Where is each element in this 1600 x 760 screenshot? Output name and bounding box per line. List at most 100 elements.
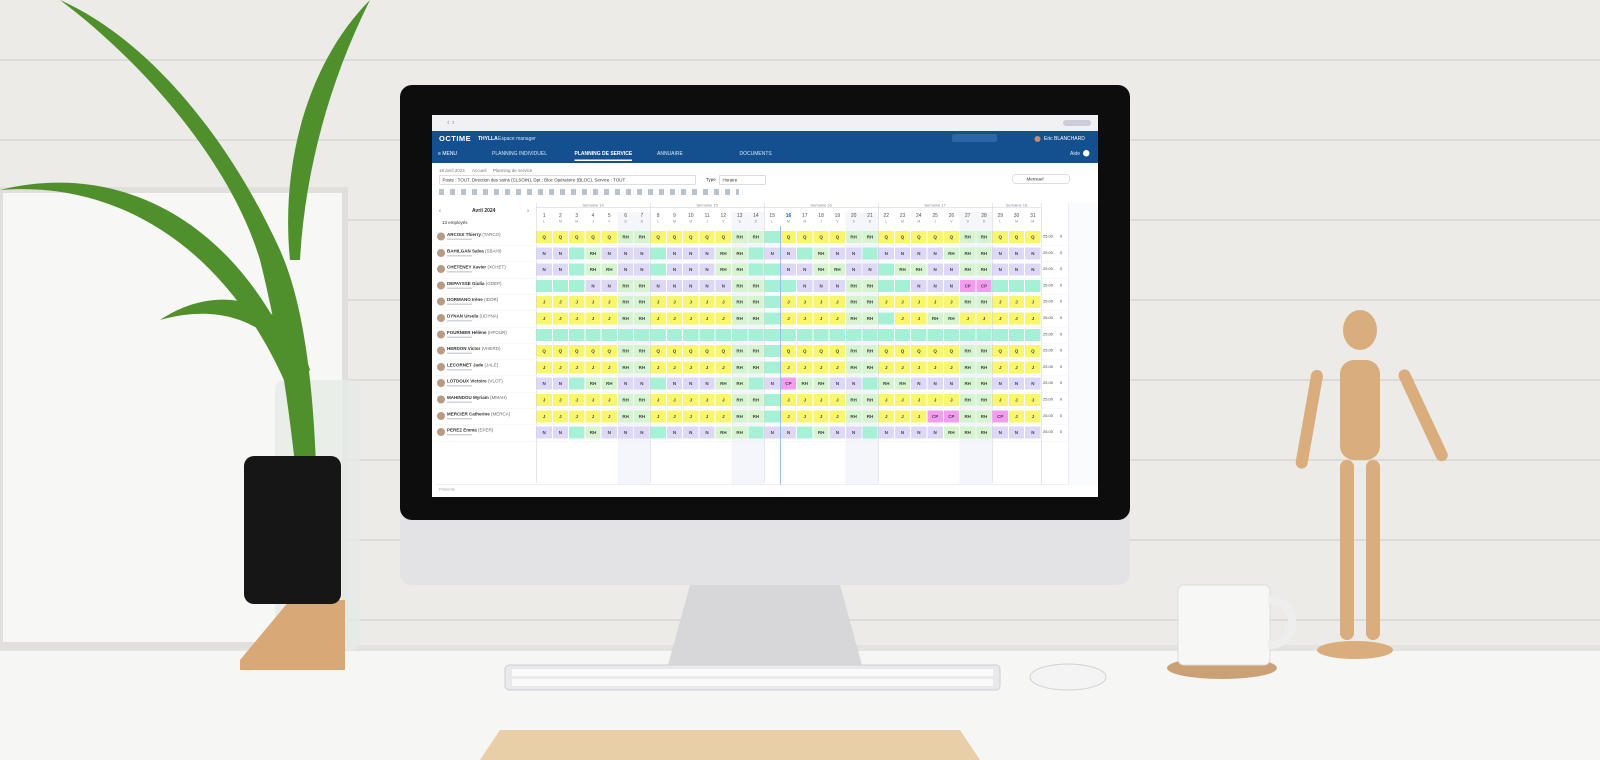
shift-cell[interactable]: RH [634, 296, 650, 309]
shift-cell[interactable]: J [894, 394, 911, 406]
shift-cell[interactable]: RH [894, 377, 911, 390]
shift-cell[interactable] [1025, 328, 1041, 341]
shift-cell[interactable]: Q [536, 231, 552, 243]
shift-cell[interactable]: RH [585, 263, 601, 276]
shift-cell[interactable]: J [650, 361, 666, 374]
shift-cell[interactable] [846, 328, 862, 341]
shift-cell[interactable]: J [894, 312, 911, 325]
browser-nav[interactable]: ‹ › [447, 118, 455, 127]
shift-cell[interactable]: J [797, 312, 813, 325]
shift-cell[interactable]: RH [976, 296, 992, 309]
shift-cell[interactable]: N [1025, 377, 1041, 390]
employee-name[interactable]: LECORNET Jade (JALE) [447, 362, 498, 367]
shift-cell[interactable]: N [927, 426, 943, 439]
shift-cell[interactable]: J [878, 361, 894, 374]
shift-cell[interactable] [748, 263, 764, 276]
shift-cell[interactable]: J [585, 296, 601, 309]
shift-cell[interactable]: RH [976, 247, 992, 260]
shift-cell[interactable]: N [943, 279, 960, 292]
shift-cell[interactable]: RH [731, 312, 748, 325]
employee-row[interactable]: BAHILGAN Salva (SBAHI) [436, 245, 534, 261]
shift-cell[interactable]: Q [552, 345, 569, 358]
shift-cell[interactable]: J [829, 394, 846, 406]
shift-cell[interactable]: RH [976, 361, 992, 374]
shift-cell[interactable]: J [699, 394, 715, 406]
employee-row[interactable]: LECORNET Jade (JALE) [436, 359, 534, 375]
shift-cell[interactable]: Q [569, 231, 585, 243]
shift-cell[interactable]: RH [715, 247, 731, 260]
shift-cell[interactable] [650, 426, 666, 439]
employee-row[interactable]: FOURNIER Hélène (HFOUR) [436, 327, 534, 343]
name[interactable]: HERDON Victor [447, 346, 481, 352]
shift-cell[interactable]: RH [748, 410, 764, 423]
shift-cell[interactable]: Q [1008, 231, 1025, 243]
shift-cell[interactable]: RH [846, 296, 862, 309]
shift-cell[interactable]: RH [634, 410, 650, 423]
shift-cell[interactable]: RH [731, 247, 748, 260]
shift-cell[interactable]: RH [617, 296, 634, 309]
shift-cell[interactable] [878, 328, 894, 341]
type-select[interactable]: Horaire [719, 175, 766, 185]
shift-cell[interactable]: J [911, 361, 927, 374]
shift-cell[interactable]: J [813, 296, 829, 309]
shift-cell[interactable] [894, 328, 911, 341]
name[interactable]: DYNAN Ursula [447, 313, 479, 319]
employee-name[interactable]: DEPAYSSE Giulia (GDEP) [447, 281, 502, 286]
shift-cell[interactable]: Q [927, 345, 943, 358]
shift-cell[interactable] [960, 328, 976, 341]
shift-cell[interactable]: J [601, 394, 617, 406]
shift-cell[interactable]: RH [731, 426, 748, 439]
shift-cell[interactable] [927, 328, 943, 341]
help[interactable]: Aide [1070, 151, 1081, 157]
name[interactable]: LECORNET Jade [447, 362, 484, 368]
shift-cell[interactable]: N [666, 247, 683, 260]
shift-cell[interactable]: RH [862, 231, 878, 243]
shift-cell[interactable]: RH [862, 312, 878, 325]
shift-cell[interactable]: CP [943, 410, 960, 423]
shift-cell[interactable] [764, 296, 780, 309]
shift-cell[interactable]: RH [601, 263, 617, 276]
shift-cell[interactable]: J [585, 394, 601, 406]
shift-cell[interactable]: Q [699, 231, 715, 243]
shift-cell[interactable]: N [683, 426, 699, 439]
shift-cell[interactable]: RH [813, 263, 829, 276]
shift-cell[interactable]: Q [699, 345, 715, 358]
shift-cell[interactable]: N [1025, 263, 1041, 276]
shift-cell[interactable]: N [829, 426, 846, 439]
shift-cell[interactable] [862, 247, 878, 260]
shift-cell[interactable]: RH [634, 312, 650, 325]
shift-cell[interactable] [617, 328, 634, 341]
shift-cell[interactable]: RH [731, 279, 748, 292]
name[interactable]: CHETENEY Xavier [447, 264, 487, 270]
shift-cell[interactable]: J [585, 312, 601, 325]
nav-tab[interactable]: ANNUAIRE [657, 151, 683, 157]
shift-cell[interactable]: J [943, 394, 960, 406]
shift-cell[interactable]: N [878, 247, 894, 260]
shift-cell[interactable]: J [878, 296, 894, 309]
shift-cell[interactable]: RH [617, 231, 634, 243]
shift-cell[interactable]: RH [846, 361, 862, 374]
logo[interactable]: OCTIME [439, 134, 472, 144]
employee-row[interactable]: ARCOIX Thierry (TARCO) [436, 229, 534, 245]
shift-cell[interactable]: RH [960, 377, 976, 390]
shift-cell[interactable]: RH [862, 361, 878, 374]
shift-cell[interactable]: Q [943, 231, 960, 243]
shift-cell[interactable]: RH [862, 394, 878, 406]
shift-cell[interactable]: Q [911, 231, 927, 243]
shift-cell[interactable]: N [1025, 247, 1041, 260]
shift-cell[interactable]: N [683, 263, 699, 276]
shift-cell[interactable]: N [943, 377, 960, 390]
shift-cell[interactable]: RH [976, 394, 992, 406]
shift-cell[interactable] [797, 426, 813, 439]
shift-cell[interactable]: RH [585, 377, 601, 390]
shift-cell[interactable] [650, 247, 666, 260]
shift-cell[interactable] [1008, 279, 1025, 292]
shift-cell[interactable]: RH [601, 377, 617, 390]
shift-cell[interactable]: J [1008, 361, 1025, 374]
shift-cell[interactable]: J [1025, 296, 1041, 309]
shift-cell[interactable]: RH [894, 263, 911, 276]
shift-cell[interactable]: J [666, 394, 683, 406]
shift-cell[interactable]: J [569, 361, 585, 374]
employee-name[interactable]: PEREZ Emma (EPER) [447, 428, 493, 433]
shift-cell[interactable]: N [552, 377, 569, 390]
